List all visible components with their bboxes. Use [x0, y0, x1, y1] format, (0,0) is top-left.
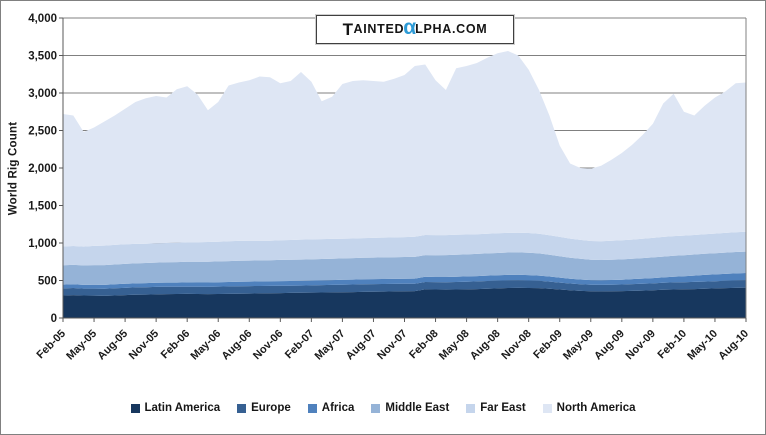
x-tick-label: May-06 [188, 328, 223, 363]
y-tick-label: 1,000 [28, 238, 57, 250]
alpha-glyph-icon: α [403, 16, 417, 40]
x-tick-label: Nov-08 [499, 328, 533, 362]
taintedalpha-logo: T AINTED α LPHA.COM [315, 14, 515, 45]
y-tick-label: 3,000 [28, 88, 57, 100]
legend-swatch-icon [307, 403, 317, 413]
x-tick-label: Nov-06 [251, 328, 285, 362]
x-tick-label: Feb-05 [35, 328, 69, 362]
y-tick-label: 500 [38, 276, 57, 288]
legend-item-north-america: North America [542, 402, 636, 414]
x-tick-label: Feb-09 [531, 328, 565, 362]
legend-label: Middle East [385, 402, 450, 414]
x-tick-label: May-09 [561, 328, 596, 363]
legend-swatch-icon [542, 403, 552, 413]
area-series-far-east [63, 231, 746, 266]
x-tick-label: Aug-06 [220, 328, 255, 363]
x-tick-label: Nov-07 [375, 328, 409, 362]
y-tick-label: 3,500 [28, 51, 57, 63]
legend-swatch-icon [237, 403, 247, 413]
legend-item-europe: Europe [237, 402, 291, 414]
legend-item-far-east: Far East [466, 402, 526, 414]
area-series-africa [63, 273, 746, 289]
x-tick-label: Feb-08 [407, 328, 441, 362]
y-axis-title: World Rig Count [7, 121, 20, 216]
legend-swatch-icon [466, 403, 476, 413]
legend-label: Africa [321, 402, 355, 414]
legend-label: Europe [251, 402, 291, 414]
legend-label: North America [556, 402, 636, 414]
area-series-north-america [63, 51, 746, 247]
x-tick-label: Nov-09 [624, 328, 658, 362]
logo-text-initial: T [342, 20, 354, 39]
x-tick-label: Feb-10 [655, 328, 689, 362]
x-tick-label: Feb-06 [159, 328, 193, 362]
legend-swatch-icon [371, 403, 381, 413]
legend-label: Far East [480, 402, 526, 414]
legend-item-middle-east: Middle East [371, 402, 449, 414]
x-tick-label: Feb-07 [283, 328, 317, 362]
y-tick-label: 2,000 [28, 163, 57, 175]
x-tick-label: Nov-05 [127, 328, 161, 362]
legend-item-africa: Africa [307, 402, 355, 414]
x-tick-label: Aug-09 [592, 328, 627, 363]
x-tick-label: May-08 [437, 328, 472, 363]
y-tick-label: 0 [51, 313, 57, 325]
area-series-europe [63, 280, 746, 296]
x-tick-label: Aug-10 [716, 328, 751, 363]
x-tick-label: Aug-05 [95, 328, 130, 363]
x-tick-label: May-05 [64, 328, 99, 363]
chart-legend: Latin America Europe Africa Middle East Far … [1, 402, 765, 414]
logo-text-domain: LPHA.COM [415, 22, 488, 37]
legend-label: Latin America [144, 402, 221, 414]
logo-text-tainted: AINTED [353, 22, 405, 37]
legend-item-latin-america: Latin America [130, 402, 221, 414]
y-tick-label: 4,000 [28, 13, 57, 25]
y-tick-label: 1,500 [28, 201, 57, 213]
x-tick-label: Aug-08 [468, 328, 503, 363]
legend-swatch-icon [130, 403, 140, 413]
x-tick-label: May-10 [685, 328, 720, 363]
area-series-latin-america [63, 287, 746, 318]
x-tick-label: Aug-07 [344, 328, 379, 363]
x-tick-label: May-07 [313, 328, 348, 363]
y-tick-label: 2,500 [28, 126, 57, 138]
area-series-middle-east [63, 251, 746, 285]
